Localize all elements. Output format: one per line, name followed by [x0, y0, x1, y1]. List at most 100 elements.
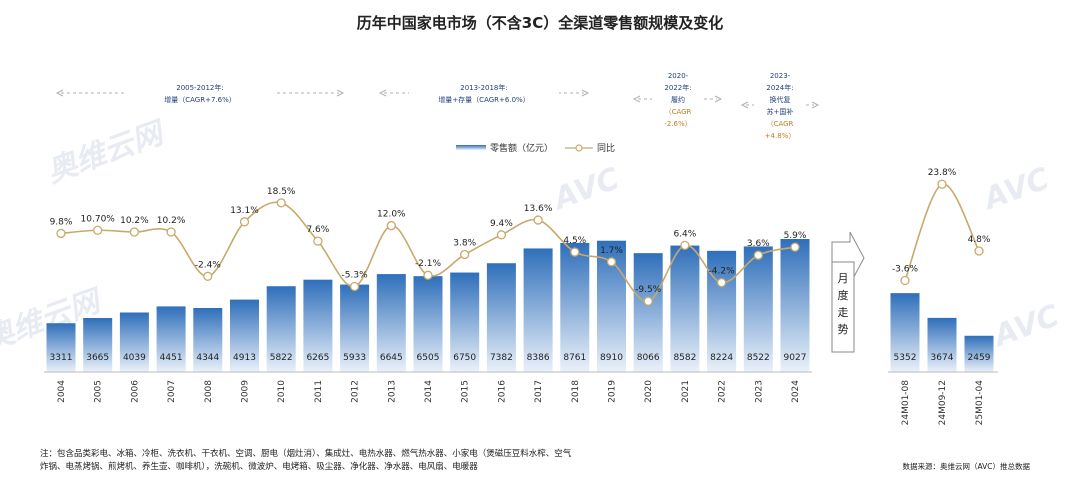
- x-tick-2020: 2020: [644, 380, 654, 403]
- x-tick-2010: 2010: [277, 380, 287, 403]
- phase-label-bg-3: [652, 69, 704, 131]
- monthly-label-char-3: 走: [838, 306, 849, 319]
- bars: [44, 239, 998, 373]
- yoy-point-2015: [460, 249, 470, 260]
- bar-2007: [156, 306, 186, 372]
- monthly-yoy-point-3: [974, 246, 984, 256]
- x-tick-2009: 2009: [241, 380, 251, 403]
- yoy-label-2016: 9.4%: [490, 219, 513, 229]
- yoy-point-2020: [643, 296, 653, 306]
- bar-value-2020: 8066: [637, 353, 660, 363]
- bar-value-2018: 8761: [563, 353, 586, 363]
- bar-2021: [670, 245, 700, 372]
- yoy-label-2008: -2.4%: [195, 260, 222, 270]
- yoy-point-2023: [753, 250, 763, 260]
- x-tick-2012: 2012: [351, 380, 361, 403]
- bar-2013: [376, 274, 406, 372]
- bar-2016: [486, 263, 516, 372]
- phase-4-line-4: 苏+国补: [767, 107, 794, 116]
- bar-2023: [743, 246, 773, 372]
- x-tick-2015: 2015: [461, 380, 471, 403]
- yoy-label-2020: -9.5%: [635, 285, 662, 295]
- bar-2020: [633, 253, 663, 372]
- monthly-label-char-4: 势: [838, 323, 849, 336]
- watermark-3: AVC: [988, 298, 1064, 354]
- yoy-label-2021: 6.4%: [673, 229, 696, 239]
- bar-value-2015: 6750: [453, 353, 476, 363]
- bar-2022: [707, 250, 737, 372]
- phase-annotations: 2005-2012年: 增量（CAGR+7.6%） 2013-2018年: 增量+存量…: [55, 69, 820, 143]
- bar-2010: [266, 286, 296, 372]
- yoy-labels: 9.8% 10.70% 10.2% 10.2% -2.4% 13.1% 18.5% 7.6% -…: [50, 168, 991, 295]
- monthly-bar-value-24M01-08: 5352: [894, 353, 917, 363]
- x-tick-2008: 2008: [204, 380, 214, 403]
- x-tick-2019: 2019: [608, 380, 618, 403]
- yoy-label-2010: 18.5%: [267, 187, 296, 197]
- note-line-2: 炸锅、电蒸烤锅、煎烤机、养生壶、咖啡机），洗碗机、微波炉、电烤箱、吸尘器、净化器…: [40, 461, 478, 472]
- note-line-1: 注：包含品类彩电、冰箱、冷柜、洗衣机、干衣机、空调、厨电（烟灶消）、集成灶、电热…: [40, 448, 572, 459]
- yoy-label-2018: 4.5%: [563, 236, 586, 246]
- yoy-label-2013: 12.0%: [377, 210, 406, 220]
- phase-4-line-5: （CAGR: [767, 120, 794, 128]
- yoy-label-2011: 7.6%: [306, 225, 329, 235]
- phase-1-line-2: 增量（CAGR+7.6%）: [164, 95, 236, 104]
- phase-arrowhead-right-4: [811, 101, 820, 109]
- phase-3-line-5: -2.6%）: [664, 120, 691, 128]
- phase-4-line-1: 2023-: [770, 72, 791, 80]
- yoy-label-2024: 5.9%: [784, 231, 807, 241]
- monthly-yoy-point-2: [937, 179, 947, 189]
- bar-value-2024: 9027: [784, 353, 807, 363]
- yoy-point-2006: [129, 227, 140, 237]
- x-tick-2005: 2005: [94, 380, 104, 403]
- phase-arrowhead-left-4: [740, 101, 749, 109]
- x-tick-2024: 2024: [791, 380, 801, 403]
- monthly-bar-value-24M09-12: 3674: [931, 353, 954, 363]
- yoy-label-2019: 1.7%: [600, 246, 623, 256]
- bar-values: 3311 3665 4039 4451 4344 4913 5822 6265 5933 6645…: [50, 353, 991, 363]
- yoy-label-2012: -5.3%: [342, 270, 369, 280]
- phase-4-line-6: +4.8%）: [765, 132, 796, 140]
- yoy-point-2011: [313, 236, 323, 246]
- yoy-label-2014: -2.1%: [415, 259, 442, 269]
- bar-2008: [193, 307, 223, 372]
- bar-value-2009: 4913: [233, 353, 256, 363]
- bar-2014: [413, 276, 443, 372]
- legend-line-marker: [575, 144, 583, 152]
- phase-arrowhead-right-2: [581, 89, 590, 97]
- monthly-label-char-2: 度: [838, 288, 849, 302]
- bar-value-2017: 8386: [527, 353, 550, 363]
- phase-label-bg-2: [409, 81, 559, 107]
- yoy-point-2004: [56, 228, 66, 239]
- monthly-yoy-label-1: -3.6%: [892, 265, 919, 275]
- x-tick-2007: 2007: [167, 380, 177, 403]
- bar-2005: [83, 318, 113, 372]
- yoy-label-2005: 10.70%: [81, 214, 116, 224]
- yoy-label-2004: 9.8%: [50, 217, 73, 227]
- bar-2017: [523, 248, 553, 372]
- yoy-label-2006: 10.2%: [120, 216, 149, 226]
- yoy-point-2024: [790, 242, 800, 252]
- phase-arrowhead-left-2: [378, 89, 387, 97]
- watermark-2: AVC: [978, 161, 1054, 217]
- phase-arrowhead-right-3: [714, 95, 723, 103]
- monthly-x-tick-24M09-12: 24M09-12: [938, 380, 948, 425]
- bar-2011: [303, 279, 333, 372]
- legend-bar-swatch: [456, 145, 486, 150]
- bar-value-2007: 4451: [160, 353, 183, 363]
- phase-1-line-1: 2005-2012年:: [176, 83, 224, 92]
- phase-2-line-1: 2013-2018年:: [460, 83, 508, 92]
- monthly-label-box: [831, 261, 855, 353]
- bar-2018: [560, 242, 590, 372]
- bar-2015: [450, 272, 480, 372]
- bar-value-2023: 8522: [747, 353, 770, 363]
- phase-3-line-3: 履约: [671, 95, 685, 104]
- bar-2012: [340, 284, 370, 372]
- yoy-point-2016: [496, 230, 507, 240]
- x-tick-2006: 2006: [130, 380, 140, 403]
- bar-2004: [46, 323, 76, 372]
- x-ticks: 2004 2005 2006 2007 2008 2009 2010 2011 2012 2013…: [57, 380, 985, 426]
- yoy-point-2009: [239, 217, 250, 227]
- yoy-label-2023: 3.6%: [747, 239, 770, 249]
